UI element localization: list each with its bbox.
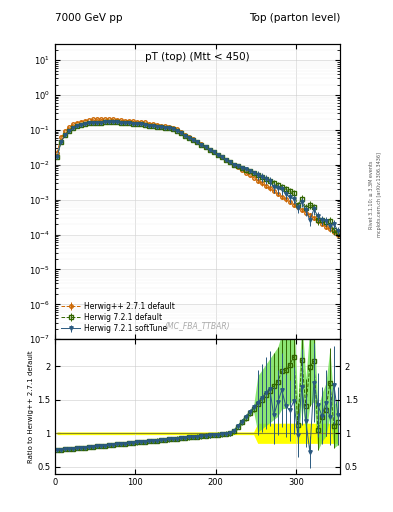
Text: 7000 GeV pp: 7000 GeV pp xyxy=(55,13,123,23)
Text: Top (parton level): Top (parton level) xyxy=(248,13,340,23)
Text: Rivet 3.1.10; ≥ 3.3M events: Rivet 3.1.10; ≥ 3.3M events xyxy=(369,160,374,229)
Text: mcplots.cern.ch [arXiv:1306.3436]: mcplots.cern.ch [arXiv:1306.3436] xyxy=(377,152,382,237)
Text: pT (top) (Mtt < 450): pT (top) (Mtt < 450) xyxy=(145,52,250,62)
Legend: Herwig++ 2.7.1 default, Herwig 7.2.1 default, Herwig 7.2.1 softTune: Herwig++ 2.7.1 default, Herwig 7.2.1 def… xyxy=(59,299,177,335)
Y-axis label: Ratio to Herwig++ 2.7.1 default: Ratio to Herwig++ 2.7.1 default xyxy=(28,350,34,463)
Text: (MC_FBA_TTBAR): (MC_FBA_TTBAR) xyxy=(165,322,230,330)
